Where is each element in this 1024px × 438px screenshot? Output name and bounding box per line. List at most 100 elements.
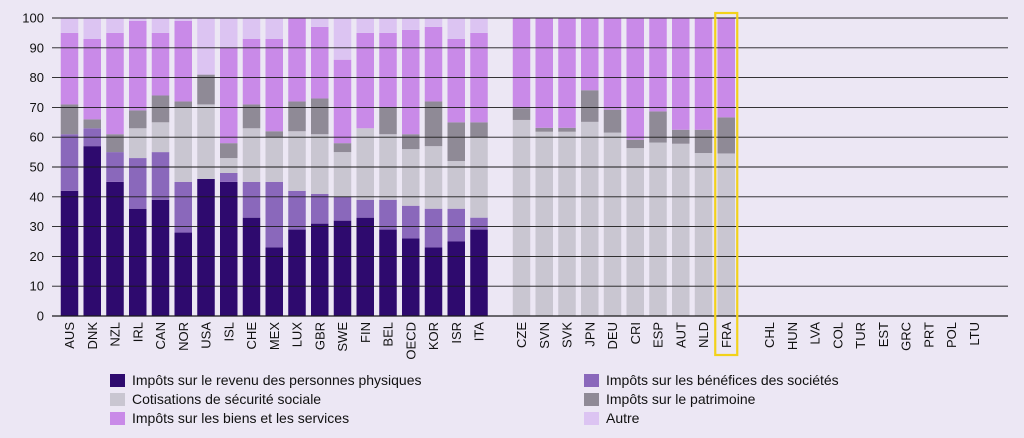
bar-segment [626,148,644,316]
bar-segment [220,143,238,159]
legend-label: Impôts sur les bénéfices des sociétés [606,372,839,388]
bar-segment [288,18,306,102]
legend-label: Impôts sur le revenu des personnes physi… [132,372,422,388]
legend-swatch [584,373,599,387]
x-tick-label: PRT [921,322,936,348]
bar-segment [581,121,599,317]
bar-segment [717,117,735,154]
bar-segment [197,74,215,105]
legend-label: Cotisations de sécurité sociale [132,391,322,407]
bar-segment [402,29,420,135]
bar-segment [626,139,644,149]
y-tick-label: 30 [30,219,44,234]
bar-segment [83,38,101,120]
x-tick-label: SWE [335,322,350,352]
bar-segment [379,199,397,230]
x-tick-label: LVA [808,322,823,345]
bar-segment [174,181,192,233]
bar-segment [717,18,735,118]
bar-segment [265,131,283,138]
x-tick-label: HUN [785,322,800,350]
bar-segment [333,196,352,221]
bar-segment [174,232,192,316]
bar-segment [60,134,79,191]
bar-segment [603,109,622,133]
x-tick-label: OECD [403,322,418,360]
bars [60,18,735,317]
legend-swatch [110,411,125,425]
bar-segment [717,153,735,316]
bar-segment [356,128,374,200]
legend-swatch [110,392,125,406]
y-tick-label: 40 [30,189,44,204]
bar-segment [333,152,352,197]
bar-segment [174,20,192,102]
bar-segment [288,101,306,132]
bar-segment [60,32,79,105]
highlight-box [714,11,739,357]
x-tick-label: FRA [719,322,734,348]
bar-segment [242,104,261,129]
x-tick-label: POL [944,322,959,348]
x-tick-label: COL [830,322,845,349]
stacked-bar-chart: 0 10 20 30 40 50 60 70 80 90 100 AUS DNK NZL IRL CAN NOR… [22,11,1008,360]
bar-segment [649,142,667,316]
x-tick-label: TUR [853,322,868,349]
bar-segment [220,158,238,173]
bar-segment [424,18,443,27]
bar-segment [242,38,261,105]
y-tick-label: 90 [30,40,44,55]
y-tick-label: 80 [30,70,44,85]
bar-segment [106,32,124,135]
x-tick-label: NOR [176,322,191,351]
bar-segment [402,18,420,30]
y-tick-label: 10 [30,279,44,294]
bar-segment [379,32,397,108]
x-tick-label: GBR [312,322,327,350]
x-tick-label: CHL [762,322,777,348]
bar-segment [424,101,443,147]
bar-segment [535,18,553,128]
y-tick-label: 20 [30,249,44,264]
bar-segment [402,238,420,316]
bar-segment [242,217,261,316]
bar-segment [129,158,147,209]
bar-segment [242,18,261,39]
x-tick-label: SVN [537,322,552,349]
bar-segment [174,101,192,108]
bar-segment [379,107,397,135]
x-tick-label: CAN [153,322,168,349]
bar-segment [311,134,329,194]
x-tick-label: SVK [560,322,575,348]
bar-segment [174,107,192,182]
legend-label: Impôts sur le patrimoine [606,391,756,407]
bar-segment [60,104,79,135]
bar-segment [558,131,576,316]
bar-segment [470,229,488,316]
bar-segment [60,18,79,33]
x-tick-label: GRC [899,322,914,351]
bar-segment [333,143,352,153]
bar-segment [265,247,283,316]
x-tick-label: USA [199,322,214,349]
bar-segment [649,18,667,112]
legend-swatch [584,392,599,406]
x-tick-label: LTU [967,322,982,346]
legend-item-income-tax: Impôts sur le revenu des personnes physi… [110,372,422,388]
bar-segment [402,149,420,206]
legend-swatch [584,411,599,425]
bar-segment [83,119,101,129]
bar-segment [83,146,101,316]
bar-segment [83,18,101,39]
bar-segment [512,18,531,109]
bar-segment [649,111,667,143]
x-tick-label: MEX [267,322,282,351]
bar-segment [424,208,443,248]
bar-segment [558,127,576,132]
bar-segment [402,205,420,239]
bar-segment [379,18,397,33]
legend-item-goods-services: Impôts sur les biens et les services [110,410,349,426]
x-tick-label: JPN [582,322,597,347]
y-tick-label: 70 [30,100,44,115]
bar-segment [220,181,238,316]
